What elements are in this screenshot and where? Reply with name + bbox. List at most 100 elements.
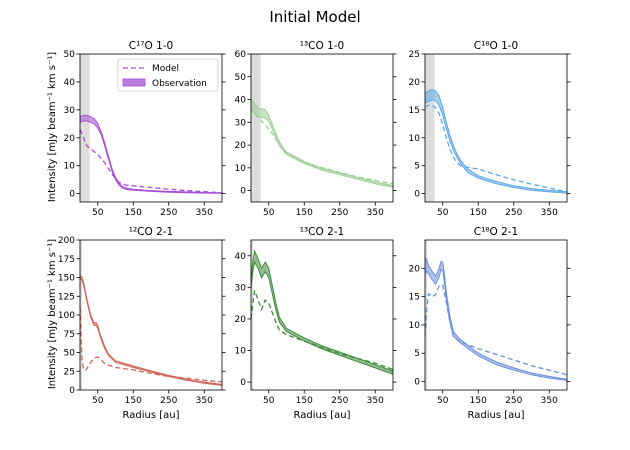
- x-tick-label: 350: [541, 208, 558, 218]
- y-tick-label: 40: [64, 78, 76, 88]
- y-tick-label: 5: [414, 349, 420, 359]
- x-tick-label: 250: [505, 208, 522, 218]
- y-tick-label: 50: [235, 73, 247, 83]
- panel-bottom-right: 0 5 10 15 20 50 150 250 350 C¹⁸O 2-1: [409, 226, 571, 406]
- y-tick-label: 30: [64, 106, 76, 116]
- x-tick-label: 50: [92, 396, 104, 406]
- y-tick-label: 10: [235, 164, 247, 174]
- y-tick-label: 40: [235, 252, 247, 262]
- x-axis-label-middle: Radius [au]: [294, 410, 351, 421]
- observation-band: [251, 98, 393, 188]
- y-tick-label: 15: [409, 106, 420, 116]
- axes-frame: [250, 239, 394, 391]
- beam-shading: [80, 54, 90, 202]
- figure-title: Initial Model: [269, 8, 360, 26]
- x-tick-label: 350: [196, 396, 213, 406]
- plot-area: [251, 240, 393, 390]
- panel-bottom-left: 0 25 50 75 100 125 150 175 200 50 150 250 350 ¹²CO 2-…: [58, 226, 226, 406]
- y-tick-label: 50: [64, 349, 76, 359]
- y-tick-label: 60: [235, 50, 247, 60]
- y-tick-label: 20: [409, 78, 421, 88]
- x-tick-label: 150: [125, 396, 142, 406]
- panel-title: ¹³CO 1-0: [300, 40, 345, 52]
- x-tick-label: 250: [331, 396, 348, 406]
- y-tick-label: 0: [240, 187, 246, 197]
- x-tick-label: 50: [263, 208, 275, 218]
- y-tick-label: 15: [409, 293, 420, 303]
- x-tick-label: 50: [92, 208, 104, 218]
- panel-title: C¹⁸O 2-1: [474, 226, 519, 238]
- panel-title: ¹²CO 2-1: [129, 226, 174, 238]
- model-line: [80, 129, 222, 194]
- y-tick-label: 20: [409, 264, 421, 274]
- legend-model-label: Model: [152, 64, 179, 74]
- y-tick-label: 10: [64, 162, 76, 172]
- observation-band: [251, 249, 393, 375]
- x-tick-label: 350: [541, 396, 558, 406]
- observation-band: [80, 275, 222, 387]
- y-tick-label: 40: [235, 96, 247, 106]
- y-tick-label: 0: [414, 190, 420, 200]
- y-tick-label: 10: [409, 134, 421, 144]
- x-axis-label-left: Radius [au]: [123, 410, 180, 421]
- x-tick-label: 350: [367, 208, 384, 218]
- y-tick-label: 20: [235, 141, 247, 151]
- plot-area: [425, 54, 567, 202]
- plot-area: [425, 240, 567, 390]
- beam-shading: [251, 54, 261, 202]
- legend: Model Observation: [117, 58, 219, 92]
- y-tick-label: 50: [64, 50, 76, 60]
- observation-band: [425, 89, 567, 194]
- x-tick-label: 150: [470, 208, 487, 218]
- model-line: [251, 290, 393, 371]
- x-tick-label: 350: [196, 208, 213, 218]
- y-tick-label: 10: [235, 347, 247, 357]
- y-tick-label: 200: [58, 236, 75, 246]
- axes-frame: [424, 53, 568, 203]
- y-axis-label-bottom: Intensity [mJy beam⁻¹ km s⁻¹]: [47, 239, 58, 389]
- x-tick-label: 350: [367, 396, 384, 406]
- plot-area: [80, 54, 222, 202]
- y-tick-label: 25: [409, 50, 420, 60]
- y-tick-label: 175: [58, 255, 75, 265]
- x-tick-label: 50: [437, 396, 449, 406]
- y-tick-label: 20: [64, 134, 76, 144]
- y-tick-label: 0: [414, 378, 420, 388]
- y-tick-label: 100: [58, 311, 75, 321]
- panel-top-right: 0 5 10 15 20 25 50 150 250 350 C¹⁸O 1-0: [409, 40, 571, 218]
- axes-frame: [424, 239, 568, 391]
- x-axis-label-right: Radius [au]: [468, 410, 525, 421]
- observation-band: [425, 256, 567, 381]
- x-tick-label: 150: [296, 396, 313, 406]
- x-tick-label: 250: [505, 396, 522, 406]
- beam-shading: [425, 54, 435, 202]
- y-tick-label: 10: [409, 321, 421, 331]
- beam-shading: [80, 240, 83, 390]
- panel-bottom-middle: 0 10 20 30 40 50 150 250 350 ¹³CO 2-1: [235, 226, 397, 406]
- axes-frame: [250, 53, 394, 203]
- model-line: [251, 106, 393, 185]
- y-axis-label-top: Intensity [mJy beam⁻¹ km s⁻¹]: [47, 52, 58, 202]
- y-tick-label: 20: [235, 315, 247, 325]
- axes-frame: [79, 239, 223, 391]
- x-tick-label: 150: [470, 396, 487, 406]
- legend-observation-label: Observation: [152, 79, 207, 89]
- x-tick-label: 250: [160, 208, 177, 218]
- panel-title: C¹⁷O 1-0: [129, 40, 174, 52]
- axes-frame: [79, 53, 223, 203]
- observation-band: [80, 114, 222, 194]
- y-tick-label: 30: [235, 118, 247, 128]
- x-tick-label: 50: [437, 208, 449, 218]
- x-tick-label: 50: [263, 396, 275, 406]
- model-line: [80, 307, 222, 383]
- x-tick-label: 250: [160, 396, 177, 406]
- legend-observation-swatch: [122, 78, 146, 87]
- y-tick-label: 75: [64, 330, 75, 340]
- x-tick-label: 250: [331, 208, 348, 218]
- y-tick-label: 5: [414, 162, 420, 172]
- plot-area: [80, 240, 222, 390]
- panel-top-middle: 0 10 20 30 40 50 60 50 150 250 350 ¹³CO 1-0: [235, 40, 397, 218]
- y-tick-label: 0: [69, 386, 75, 396]
